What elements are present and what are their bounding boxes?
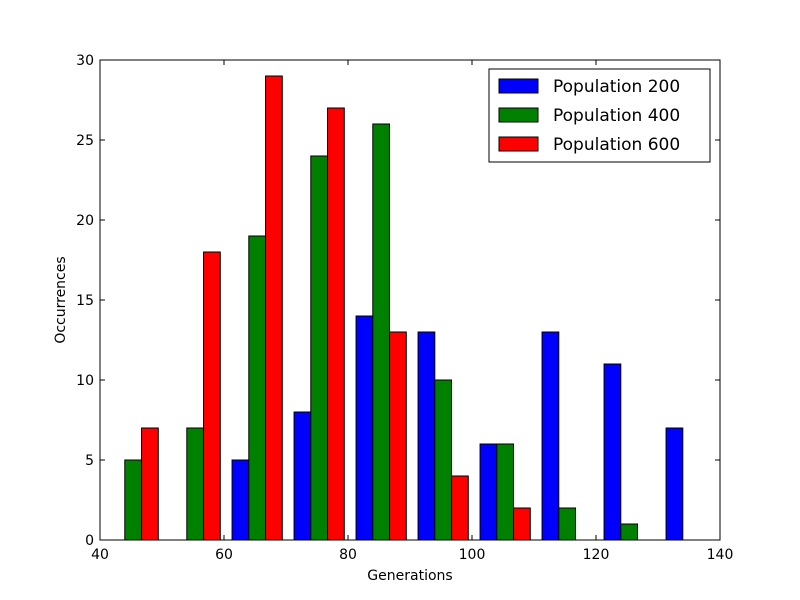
y-tick-label: 15 [76, 293, 94, 309]
bar-series-2-7 [496, 443, 515, 541]
bar-series-3-4 [327, 107, 345, 541]
bar-series-2-4 [310, 155, 329, 541]
y-tick-label: 5 [85, 453, 94, 469]
bar-series-1-6 [541, 331, 560, 541]
bar-series-3-2 [203, 251, 221, 541]
bar-series-2-3 [248, 235, 267, 541]
x-tick-label: 140 [707, 547, 734, 563]
bar-series-1-2 [293, 411, 312, 541]
x-tick-label: 100 [459, 547, 486, 563]
bar-series-2-5 [372, 123, 391, 541]
y-tick-label: 0 [85, 533, 94, 549]
x-tick-label: 60 [215, 547, 233, 563]
x-tick-label: 40 [91, 547, 109, 563]
y-tick-label: 30 [76, 53, 94, 69]
bar-series-1-7 [603, 363, 622, 541]
legend-swatch [498, 107, 539, 123]
legend-swatch [498, 136, 539, 152]
x-tick-label: 120 [583, 547, 610, 563]
ticks-layer: 40 60 80 100 120 140 0 5 10 15 20 25 30 [76, 53, 733, 563]
y-tick-label: 10 [76, 373, 94, 389]
legend-label: Population 400 [553, 106, 680, 126]
bar-series-2-9 [620, 523, 639, 541]
y-axis-title: Occurrences [53, 256, 69, 343]
bar-series-1-4 [417, 331, 436, 541]
bar-series-1-5 [479, 443, 498, 541]
legend-swatch [498, 78, 539, 94]
y-tick-label: 20 [76, 213, 94, 229]
x-axis-title: Generations [367, 568, 452, 584]
bar-series-3-3 [265, 75, 283, 541]
legend-label: Population 200 [553, 77, 680, 97]
bar-series-2-1 [124, 459, 143, 541]
legend-label: Population 600 [553, 135, 680, 155]
bar-series-1-3 [355, 315, 374, 541]
bar-series-1-1 [231, 459, 250, 541]
legend: Population 200 Population 400 Population 6… [488, 68, 711, 163]
bar-series-2-8 [558, 507, 577, 541]
x-tick-label: 80 [339, 547, 357, 563]
bar-series-3-5 [389, 331, 407, 541]
bar-series-2-2 [186, 427, 205, 541]
bar-series-3-1 [141, 427, 159, 541]
bar-series-3-6 [451, 475, 469, 541]
bar-series-1-8 [665, 427, 684, 541]
bar-series-3-7 [513, 507, 531, 541]
bar-series-2-6 [434, 379, 453, 541]
y-tick-label: 25 [76, 133, 94, 149]
